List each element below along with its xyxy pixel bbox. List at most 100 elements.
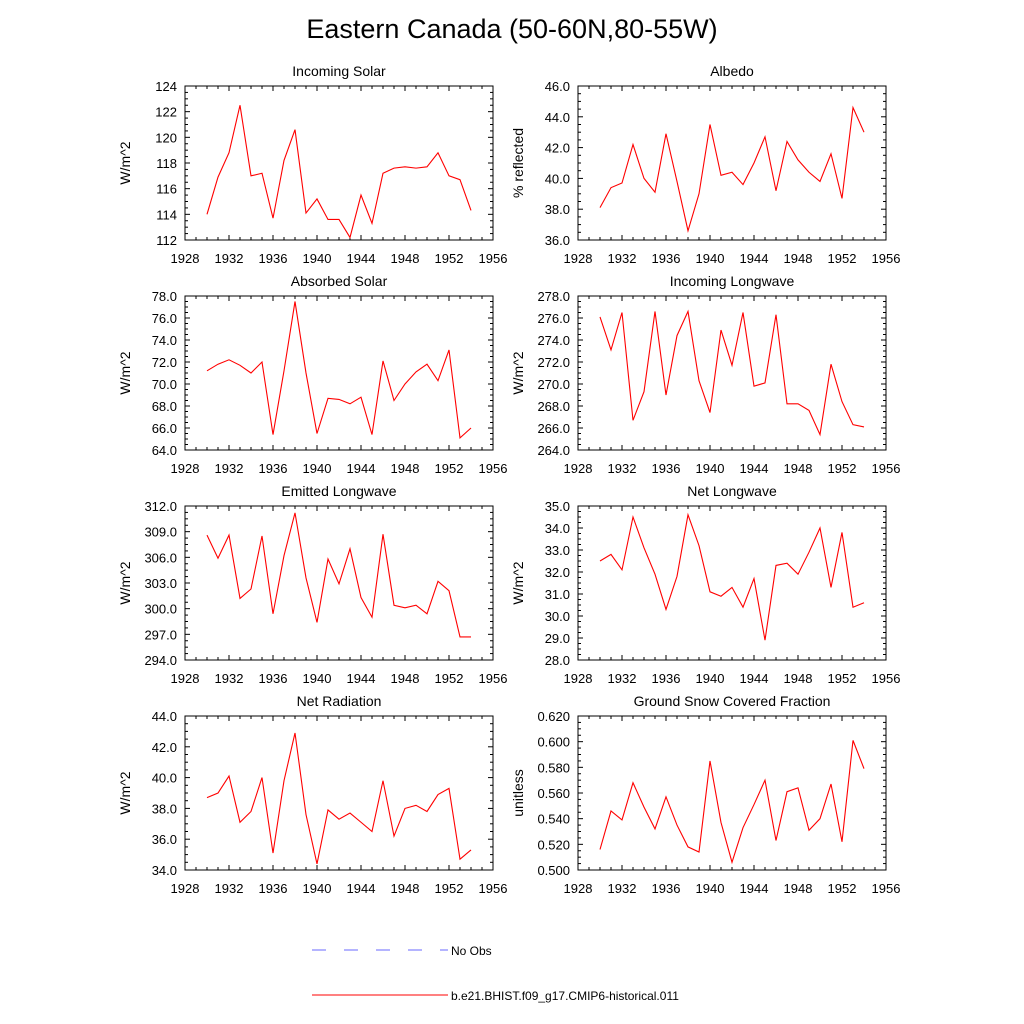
y-tick-label: 306.0: [144, 550, 177, 565]
series-line: [599, 512, 865, 641]
y-tick-label: 44.0: [152, 709, 177, 724]
panel-net-radiation: Net Radiation W/m^2 1928 1932 1936 1940 1944 19…: [117, 693, 507, 896]
y-tick-label: 30.0: [545, 609, 570, 624]
x-tick-label: 1936: [652, 671, 681, 686]
series-line: [206, 732, 472, 864]
x-tick-label: 1948: [391, 881, 420, 896]
y-tick-label: 278.0: [537, 289, 570, 304]
x-tick-label: 1928: [171, 671, 200, 686]
legend-label-model: b.e21.BHIST.f09_g17.CMIP6-historical.011: [451, 989, 679, 1003]
panel-title: Albedo: [710, 63, 754, 79]
panel-title: Net Longwave: [687, 483, 777, 499]
x-tick-label: 1932: [215, 251, 244, 266]
y-tick-label: 70.0: [152, 377, 177, 392]
y-axis-label: W/m^2: [117, 141, 133, 184]
x-tick-label: 1932: [608, 251, 637, 266]
x-tick-label: 1928: [564, 671, 593, 686]
x-tick-label: 1928: [564, 461, 593, 476]
plot-frame: [184, 85, 494, 241]
x-tick-label: 1952: [828, 251, 857, 266]
y-tick-label: 309.0: [144, 525, 177, 540]
y-tick-label: 40.0: [152, 771, 177, 786]
x-tick-label: 1952: [828, 461, 857, 476]
y-tick-label: 0.620: [537, 709, 570, 724]
x-tick-label: 1940: [696, 251, 725, 266]
y-tick-label: 0.580: [537, 760, 570, 775]
x-tick-label: 1952: [828, 671, 857, 686]
y-axis-label: W/m^2: [117, 351, 133, 394]
x-tick-label: 1928: [171, 251, 200, 266]
x-tick-label: 1936: [259, 881, 288, 896]
y-tick-label: 294.0: [144, 653, 177, 668]
x-tick-label: 1944: [740, 671, 769, 686]
panels: Incoming Solar W/m^2 1928 1932 1936 1940 1944 1…: [117, 63, 900, 896]
x-tick-label: 1948: [391, 671, 420, 686]
x-tick-label: 1956: [872, 461, 901, 476]
y-tick-label: 42.0: [152, 740, 177, 755]
plot-frame: [577, 715, 887, 871]
x-tick-label: 1944: [347, 251, 376, 266]
panel-incoming-solar: Incoming Solar W/m^2 1928 1932 1936 1940 1944 1…: [117, 63, 507, 266]
panel-title: Incoming Longwave: [670, 273, 795, 289]
series-line: [206, 301, 472, 440]
y-tick-label: 266.0: [537, 421, 570, 436]
y-tick-label: 34.0: [152, 863, 177, 878]
y-axis-label: W/m^2: [510, 351, 526, 394]
y-tick-label: 74.0: [152, 333, 177, 348]
y-tick-label: 0.520: [537, 837, 570, 852]
panel-albedo: Albedo % reflected 1928 1932 1936 1940 1944 194…: [510, 63, 900, 266]
x-tick-label: 1948: [784, 671, 813, 686]
y-tick-label: 0.560: [537, 786, 570, 801]
y-axis-label: % reflected: [510, 128, 526, 198]
legend-label-no-obs: No Obs: [451, 944, 492, 958]
x-tick-label: 1932: [608, 881, 637, 896]
y-tick-label: 35.0: [545, 499, 570, 514]
x-tick-label: 1952: [435, 461, 464, 476]
y-tick-label: 303.0: [144, 576, 177, 591]
y-tick-label: 112: [156, 233, 177, 248]
x-tick-label: 1932: [608, 671, 637, 686]
y-tick-label: 40.0: [545, 171, 570, 186]
y-tick-label: 116: [156, 182, 177, 197]
panel-absorbed-solar: Absorbed Solar W/m^2 1928 1932 1936 1940 1944 1…: [117, 273, 507, 476]
panel-ground-snow-covered-fraction: Ground Snow Covered Fraction unitless 1928…: [510, 693, 900, 896]
y-tick-label: 300.0: [144, 602, 177, 617]
y-axis-label: unitless: [510, 769, 526, 816]
y-tick-label: 297.0: [144, 627, 177, 642]
y-tick-label: 33.0: [545, 543, 570, 558]
x-tick-label: 1936: [652, 461, 681, 476]
y-tick-label: 0.540: [537, 812, 570, 827]
y-tick-label: 268.0: [537, 399, 570, 414]
y-tick-label: 114: [156, 207, 177, 222]
plot-frame: [577, 295, 887, 451]
x-tick-label: 1952: [435, 671, 464, 686]
x-tick-label: 1948: [391, 461, 420, 476]
y-tick-label: 32.0: [545, 565, 570, 580]
y-tick-label: 34.0: [545, 521, 570, 536]
x-tick-label: 1932: [608, 461, 637, 476]
y-axis-label: W/m^2: [510, 561, 526, 604]
y-tick-label: 264.0: [537, 443, 570, 458]
y-tick-label: 270.0: [537, 377, 570, 392]
y-axis-label: W/m^2: [117, 561, 133, 604]
y-tick-label: 46.0: [545, 79, 570, 94]
x-tick-label: 1956: [872, 251, 901, 266]
x-tick-label: 1936: [259, 671, 288, 686]
x-tick-label: 1952: [435, 251, 464, 266]
panel-title: Ground Snow Covered Fraction: [634, 693, 831, 709]
y-tick-label: 0.500: [537, 863, 570, 878]
y-tick-label: 31.0: [545, 587, 570, 602]
plot-frame: [184, 295, 494, 451]
y-tick-label: 38.0: [545, 202, 570, 217]
y-tick-label: 274.0: [537, 333, 570, 348]
legend: No Obs b.e21.BHIST.f09_g17.CMIP6-histori…: [312, 944, 679, 1003]
x-tick-label: 1956: [872, 671, 901, 686]
x-tick-label: 1932: [215, 671, 244, 686]
x-tick-label: 1936: [652, 251, 681, 266]
panel-title: Incoming Solar: [292, 63, 386, 79]
x-tick-label: 1956: [479, 461, 508, 476]
y-tick-label: 124: [155, 79, 177, 94]
series-line: [599, 740, 865, 865]
panel-title: Emitted Longwave: [281, 483, 396, 499]
y-tick-label: 120: [155, 130, 177, 145]
